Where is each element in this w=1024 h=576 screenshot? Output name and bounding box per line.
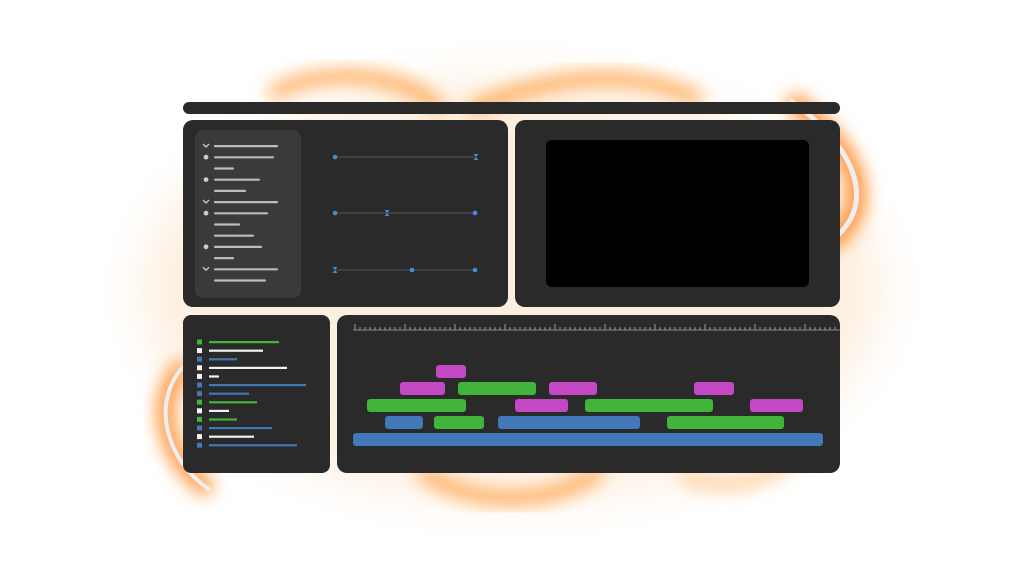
bullet (203, 177, 209, 183)
track-rows (197, 339, 306, 448)
track-line (209, 392, 249, 395)
swirl-core (163, 363, 212, 492)
keyframe (332, 210, 338, 216)
track-swatch (197, 434, 202, 440)
swirl (416, 466, 604, 504)
layer-line (214, 156, 274, 159)
track-line (209, 349, 263, 352)
preview-screen (546, 140, 809, 287)
layer-line (214, 167, 234, 170)
layer-line (214, 145, 278, 148)
bullet (203, 244, 209, 250)
layer-line (214, 212, 268, 215)
clips (353, 365, 823, 446)
clip (515, 399, 568, 412)
clip (667, 416, 784, 429)
clip (367, 399, 466, 412)
layer-line (214, 201, 278, 204)
track-line (209, 418, 237, 421)
sliders (332, 154, 479, 273)
bullet (203, 210, 209, 216)
chevron (202, 143, 210, 148)
ruler-ticks (354, 324, 836, 330)
track-line (209, 427, 272, 430)
track-list-panel (183, 315, 330, 473)
bullet (203, 154, 209, 160)
layer-line (214, 279, 266, 282)
title-bar (183, 102, 840, 114)
track-swatch (197, 391, 202, 397)
clip (549, 382, 597, 395)
track-swatch (197, 382, 202, 388)
layer-line (214, 223, 240, 226)
track-swatch (197, 399, 202, 405)
clip (400, 382, 445, 395)
keyframe (409, 267, 415, 273)
track-line (209, 375, 219, 378)
hourglass (332, 267, 338, 273)
clip (585, 399, 713, 412)
track-line (209, 341, 279, 344)
track-swatch (197, 348, 202, 354)
hourglass (384, 210, 390, 216)
layer-line (214, 234, 254, 237)
swirl (467, 73, 703, 115)
layer-line (214, 268, 278, 271)
track-swatch (197, 356, 202, 362)
clip (353, 433, 823, 446)
keyframe (472, 210, 478, 216)
track-swatch (197, 416, 202, 422)
track-line (209, 384, 306, 387)
track-swatch (197, 365, 202, 371)
clip (458, 382, 536, 395)
clip (436, 365, 466, 378)
layer-rows (202, 143, 278, 282)
track-line (209, 366, 287, 369)
swirl-core (788, 97, 860, 248)
track-swatch (197, 442, 202, 448)
clip (750, 399, 803, 412)
track-line (209, 435, 254, 438)
track-swatch (197, 425, 202, 431)
clip (385, 416, 423, 429)
track-swatch (197, 408, 202, 414)
clip (434, 416, 484, 429)
hourglass (473, 154, 479, 160)
chevron (202, 266, 210, 272)
track-line (209, 444, 297, 447)
clip (498, 416, 640, 429)
swirl (267, 71, 445, 114)
track-line (209, 409, 229, 412)
track-line (209, 401, 257, 404)
keyframe (332, 154, 338, 160)
keyframe (472, 267, 478, 273)
clip (694, 382, 734, 395)
track-swatch (197, 339, 202, 345)
layer-line (214, 189, 246, 192)
chevron (202, 199, 210, 204)
layer-line (214, 245, 262, 248)
track-line (209, 358, 237, 361)
layer-line (214, 257, 234, 260)
track-swatch (197, 373, 202, 379)
layer-line (214, 178, 260, 181)
